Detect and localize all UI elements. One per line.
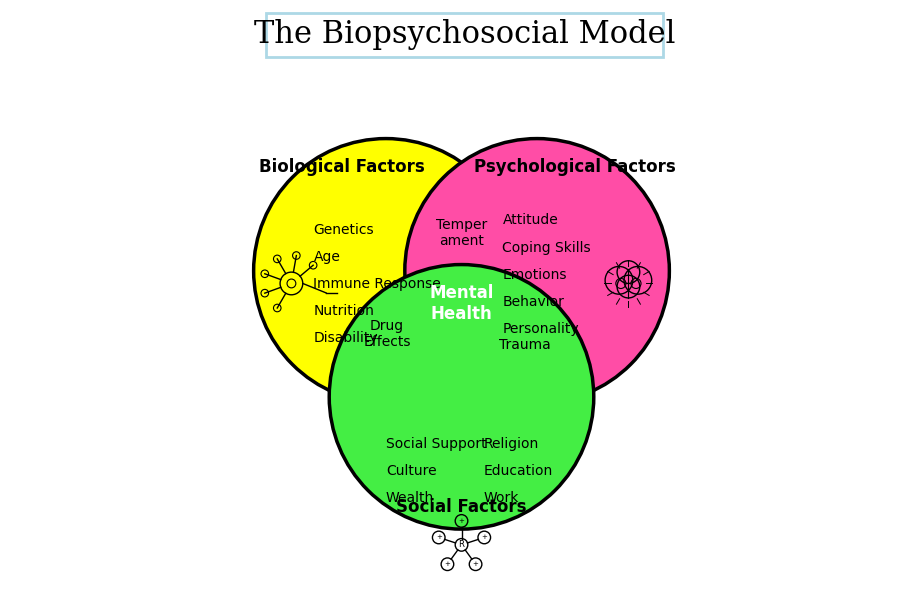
Circle shape: [330, 265, 593, 529]
Text: Trauma: Trauma: [498, 338, 550, 352]
Circle shape: [405, 139, 669, 403]
Text: Coping Skills: Coping Skills: [502, 241, 591, 255]
Text: +: +: [473, 562, 478, 567]
Text: Social Factors: Social Factors: [396, 498, 527, 516]
FancyBboxPatch shape: [266, 13, 663, 57]
Text: Psychological Factors: Psychological Factors: [474, 158, 676, 176]
Text: Biological Factors: Biological Factors: [259, 158, 425, 176]
Text: Behavior: Behavior: [502, 295, 564, 309]
Circle shape: [254, 139, 518, 403]
Text: Age: Age: [314, 250, 341, 264]
Text: Mental
Health: Mental Health: [429, 284, 494, 323]
Text: Drug
Effects: Drug Effects: [364, 319, 411, 349]
Text: +: +: [445, 562, 450, 567]
Text: Culture: Culture: [386, 464, 437, 478]
Text: R: R: [459, 540, 464, 549]
Text: Religion: Religion: [484, 437, 539, 451]
Text: Attitude: Attitude: [502, 213, 558, 227]
Text: Temper
ament: Temper ament: [436, 218, 487, 248]
Text: +: +: [459, 518, 464, 524]
Text: Genetics: Genetics: [314, 223, 374, 237]
Text: The Biopsychosocial Model: The Biopsychosocial Model: [254, 19, 676, 50]
Text: Personality: Personality: [502, 322, 579, 336]
Text: Disability: Disability: [314, 331, 378, 345]
Text: Social Support: Social Support: [386, 437, 486, 451]
Text: Wealth: Wealth: [386, 491, 434, 505]
Text: +: +: [481, 535, 487, 541]
Text: Emotions: Emotions: [502, 268, 567, 282]
Text: Immune Response: Immune Response: [314, 277, 441, 291]
Text: Work: Work: [484, 491, 519, 505]
Text: Education: Education: [484, 464, 553, 478]
Text: +: +: [436, 535, 442, 541]
Text: Nutrition: Nutrition: [314, 304, 375, 318]
